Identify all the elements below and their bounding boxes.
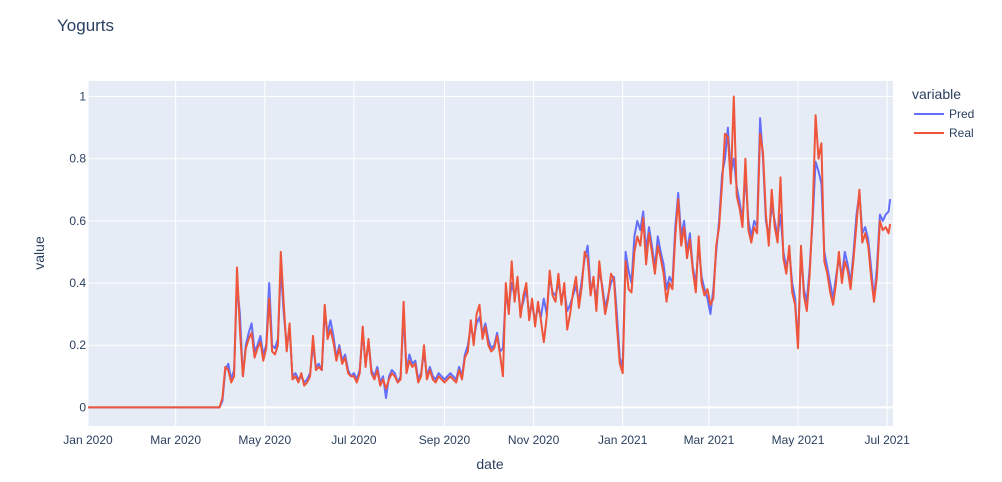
legend[interactable]: variable Pred Real bbox=[912, 86, 974, 140]
x-tick-label: Sep 2020 bbox=[419, 433, 471, 447]
legend-item-pred[interactable]: Pred bbox=[914, 107, 974, 121]
x-tick-label: Jul 2021 bbox=[864, 433, 910, 447]
x-tick-label: Jul 2020 bbox=[331, 433, 377, 447]
y-tick-label: 1 bbox=[79, 90, 86, 104]
y-tick-label: 0.8 bbox=[69, 152, 86, 166]
legend-item-real[interactable]: Real bbox=[914, 126, 974, 140]
y-tick-label: 0.2 bbox=[69, 338, 86, 352]
legend-label: Pred bbox=[949, 107, 974, 121]
chart-title: Yogurts bbox=[57, 16, 114, 35]
x-tick-label: Mar 2020 bbox=[150, 433, 201, 447]
x-gridlines bbox=[87, 81, 888, 426]
plot-area bbox=[88, 81, 893, 426]
legend-title: variable bbox=[912, 86, 961, 102]
legend-label: Real bbox=[949, 126, 974, 140]
y-axis-title: value bbox=[31, 236, 47, 270]
x-tick-label: May 2021 bbox=[772, 433, 825, 447]
y-tick-label: 0.6 bbox=[69, 214, 86, 228]
y-tick-label: 0 bbox=[79, 400, 86, 414]
y-tick-label: 0.4 bbox=[69, 276, 86, 290]
x-tick-label: May 2020 bbox=[238, 433, 291, 447]
x-tick-label: Jan 2021 bbox=[598, 433, 648, 447]
series-line-real bbox=[88, 95, 892, 409]
series-lines bbox=[88, 95, 892, 409]
y-tick-labels: 0 0.2 0.4 0.6 0.8 1 bbox=[69, 90, 86, 415]
x-tick-label: Nov 2020 bbox=[508, 433, 560, 447]
x-tick-label: Jan 2020 bbox=[63, 433, 113, 447]
x-axis-title: date bbox=[476, 456, 503, 472]
x-tick-labels: Jan 2020 Mar 2020 May 2020 Jul 2020 Sep 2020… bbox=[63, 433, 910, 447]
x-tick-label: Mar 2021 bbox=[684, 433, 735, 447]
